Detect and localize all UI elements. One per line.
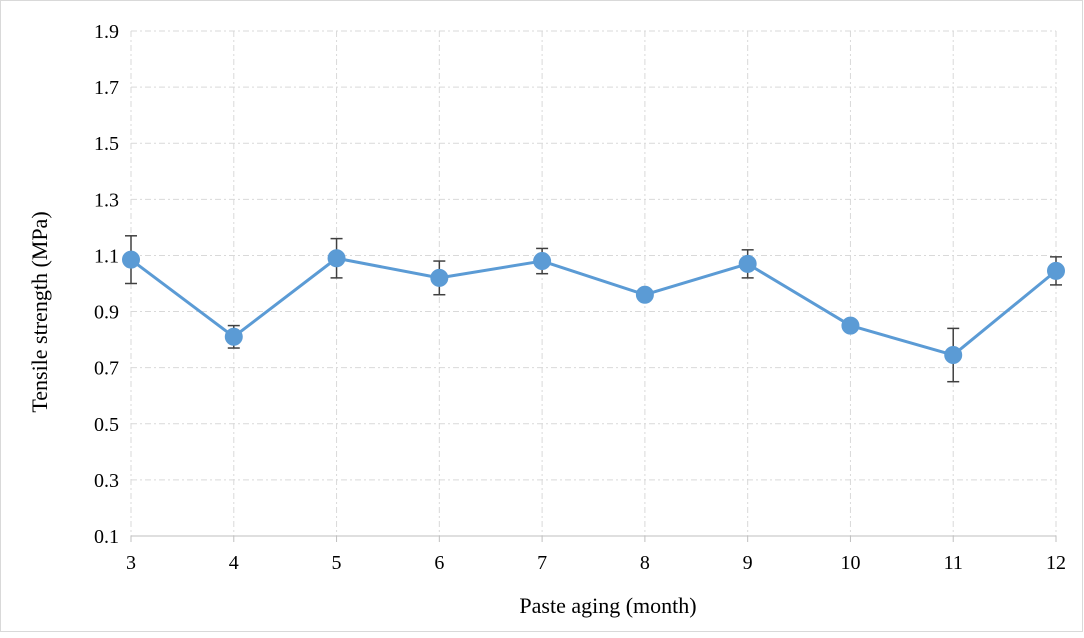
data-point (944, 346, 963, 365)
x-tick-label: 4 (229, 552, 239, 574)
error-bars (125, 235, 1062, 383)
y-axis-title: Tensile strength (MPa) (27, 211, 52, 412)
y-tick-label: 0.9 (94, 302, 119, 324)
data-point (122, 250, 140, 269)
y-tick-label: 1.5 (94, 133, 119, 155)
y-tick-label: 1.9 (94, 21, 119, 43)
x-tick-label: 5 (332, 552, 342, 574)
x-tick-label: 10 (840, 552, 860, 574)
data-point (1047, 261, 1065, 280)
data-point (224, 327, 243, 346)
y-tick-label: 1.1 (94, 245, 119, 267)
x-tick-label: 9 (743, 552, 753, 574)
axes (130, 535, 1057, 542)
data-point (738, 254, 757, 273)
y-tick-label: 0.7 (94, 358, 119, 380)
data-points (122, 249, 1065, 365)
y-tick-label: 1.3 (94, 189, 119, 211)
tick-labels: 0.1 0.3 0.5 0.7 0.9 1.1 1.3 1.5 1.7 1.9 3 4 5 6 7 8 9 10 1… (94, 21, 1066, 574)
data-point (533, 252, 552, 271)
x-tick-label: 7 (537, 552, 547, 574)
x-axis-title: Paste aging (month) (519, 593, 696, 618)
x-tick-label: 11 (944, 552, 963, 574)
y-tick-label: 0.3 (94, 470, 119, 492)
x-tick-label: 8 (640, 552, 650, 574)
data-point (327, 249, 346, 268)
data-point (841, 316, 860, 335)
series-line (130, 256, 1057, 357)
series-line-path (130, 256, 1057, 357)
data-point (430, 268, 449, 287)
gridlines (130, 30, 1057, 536)
x-tick-label: 6 (434, 552, 444, 574)
y-tick-label: 1.7 (94, 77, 119, 99)
y-tick-label: 0.1 (94, 526, 119, 548)
x-tick-label: 3 (126, 552, 136, 574)
x-tick-label: 12 (1046, 552, 1066, 574)
data-point (635, 285, 654, 304)
y-tick-label: 0.5 (94, 414, 119, 436)
